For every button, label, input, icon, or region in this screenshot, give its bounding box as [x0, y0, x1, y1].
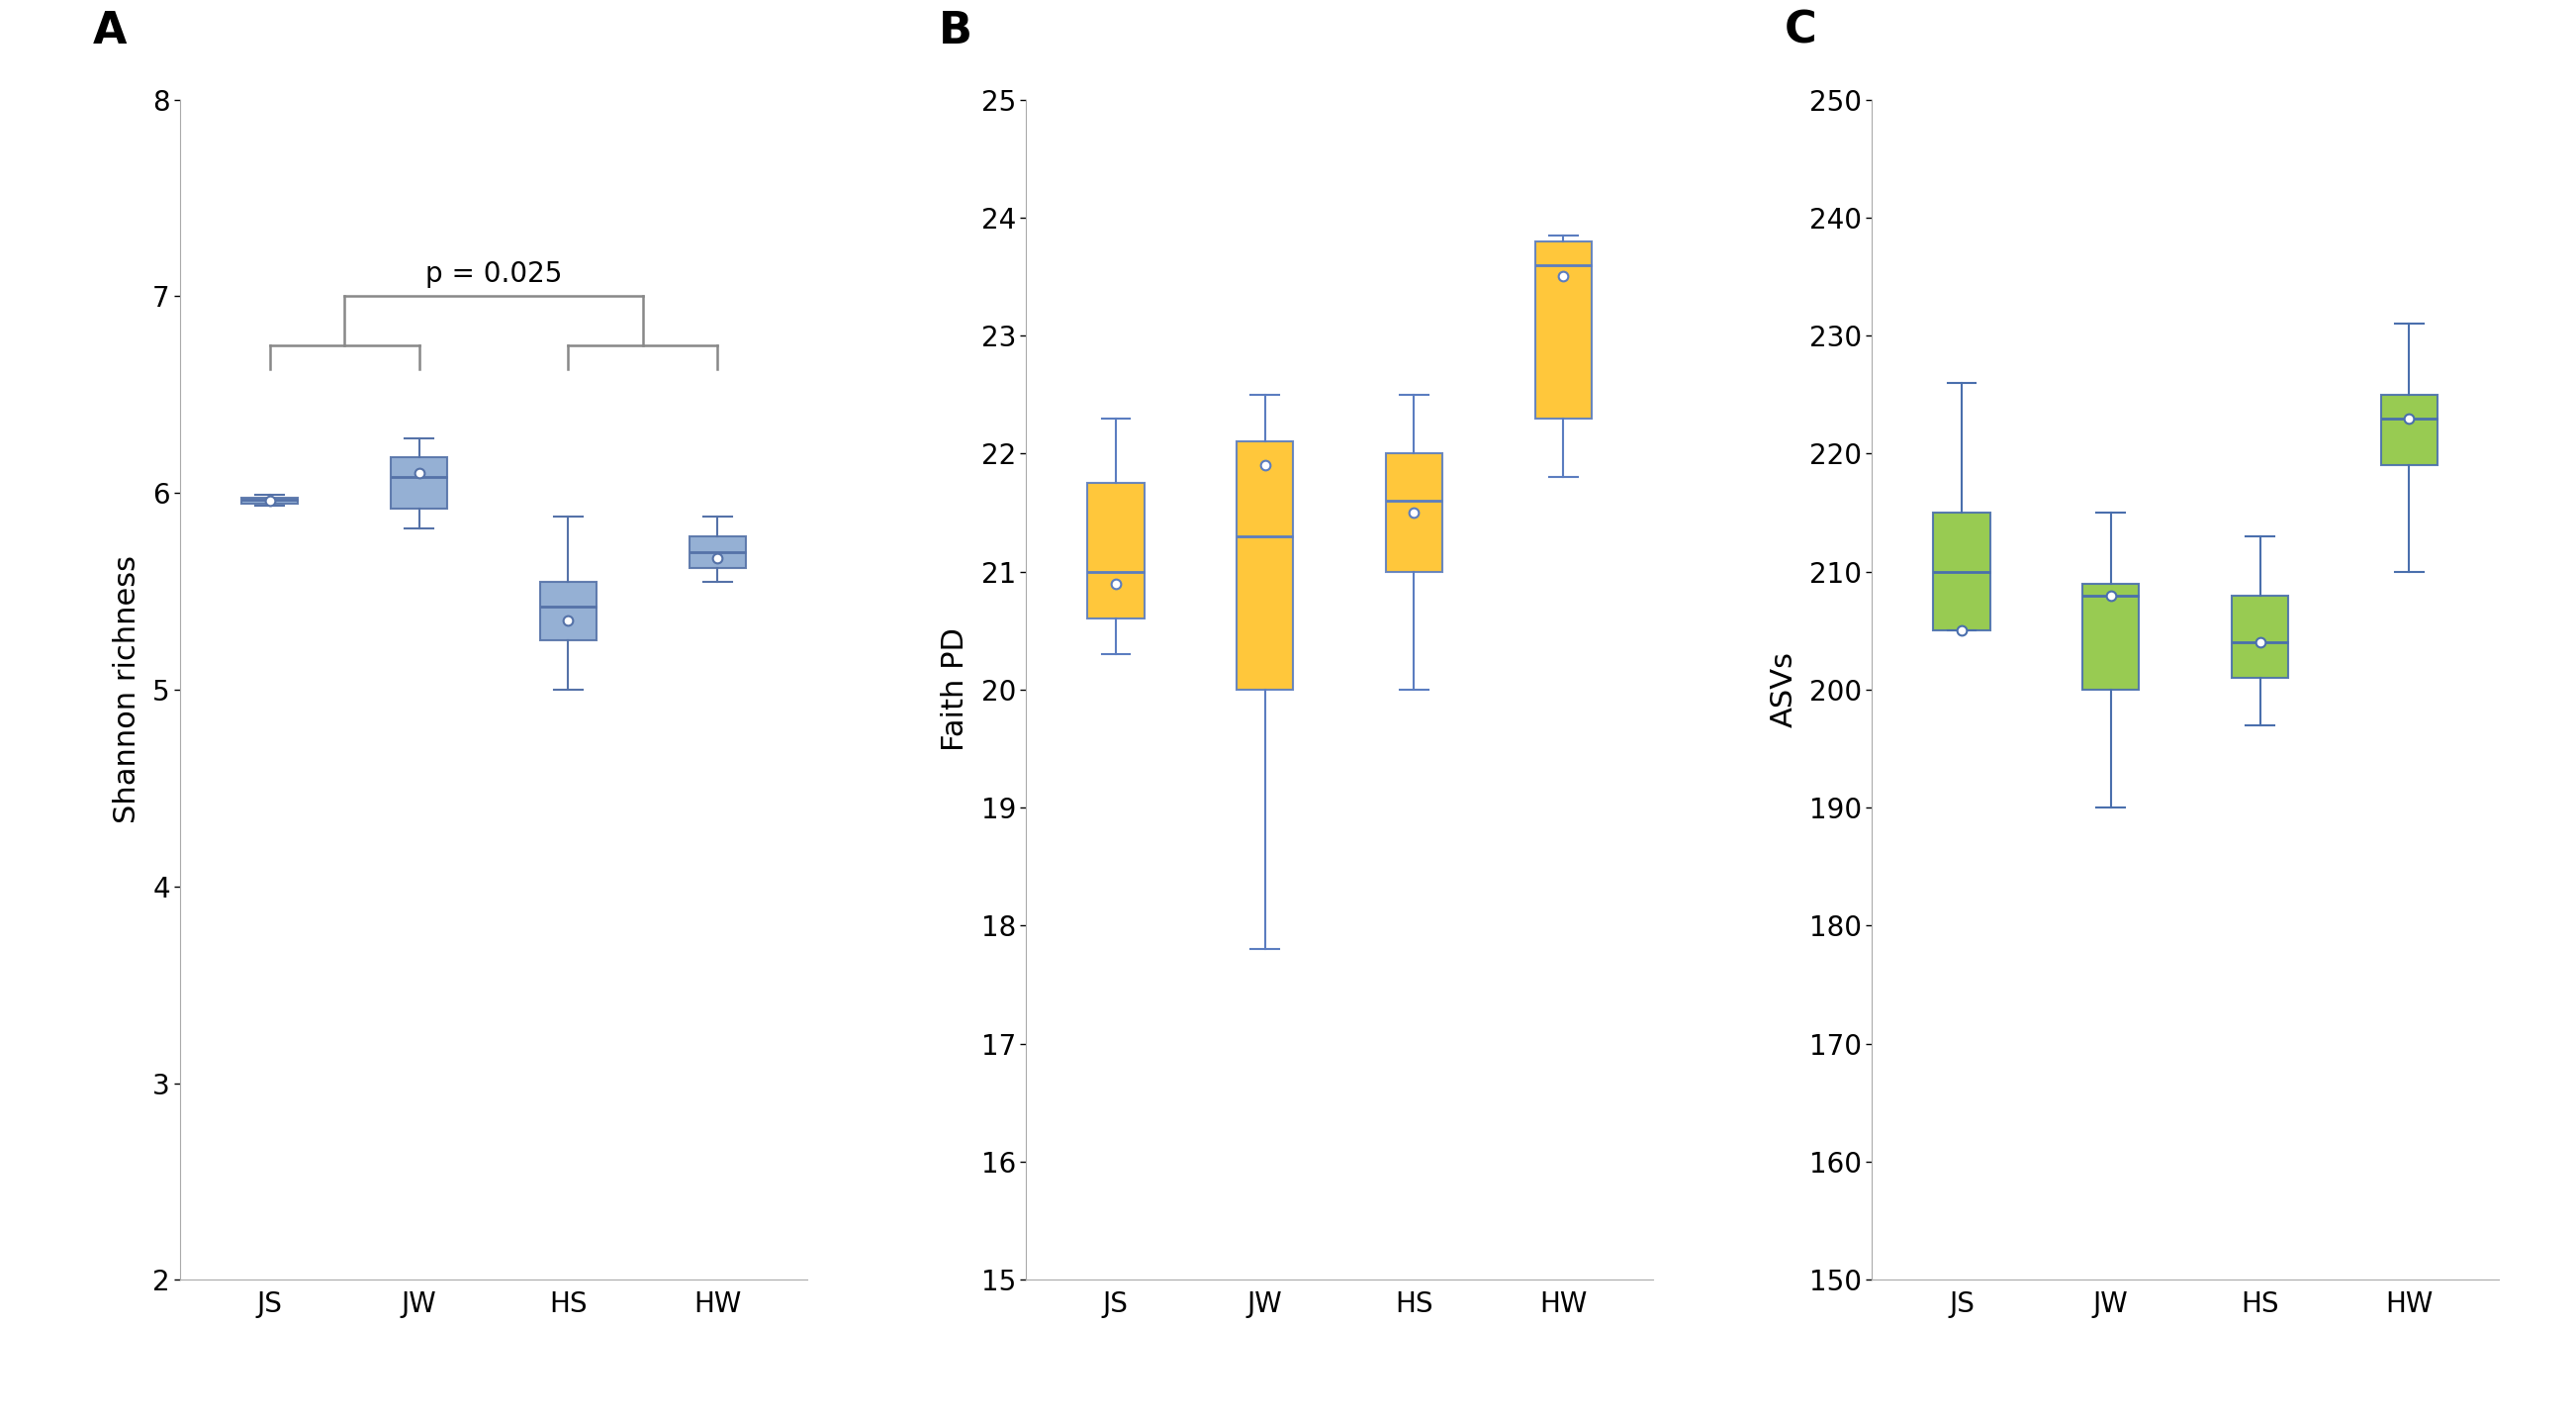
PathPatch shape [2081, 583, 2138, 690]
PathPatch shape [1935, 512, 1991, 630]
Y-axis label: ASVs: ASVs [1770, 651, 1798, 728]
PathPatch shape [2231, 596, 2287, 678]
PathPatch shape [1386, 454, 1443, 572]
PathPatch shape [688, 536, 744, 567]
Text: A: A [93, 10, 126, 53]
Y-axis label: Shannon richness: Shannon richness [113, 556, 142, 823]
Text: C: C [1785, 10, 1816, 53]
PathPatch shape [2380, 394, 2437, 465]
PathPatch shape [242, 498, 299, 503]
Text: B: B [938, 10, 971, 53]
PathPatch shape [1535, 242, 1592, 418]
PathPatch shape [1087, 483, 1144, 619]
PathPatch shape [392, 458, 448, 509]
Text: p = 0.025: p = 0.025 [425, 260, 562, 289]
PathPatch shape [1236, 442, 1293, 690]
Y-axis label: Faith PD: Faith PD [940, 629, 971, 751]
PathPatch shape [541, 582, 598, 640]
